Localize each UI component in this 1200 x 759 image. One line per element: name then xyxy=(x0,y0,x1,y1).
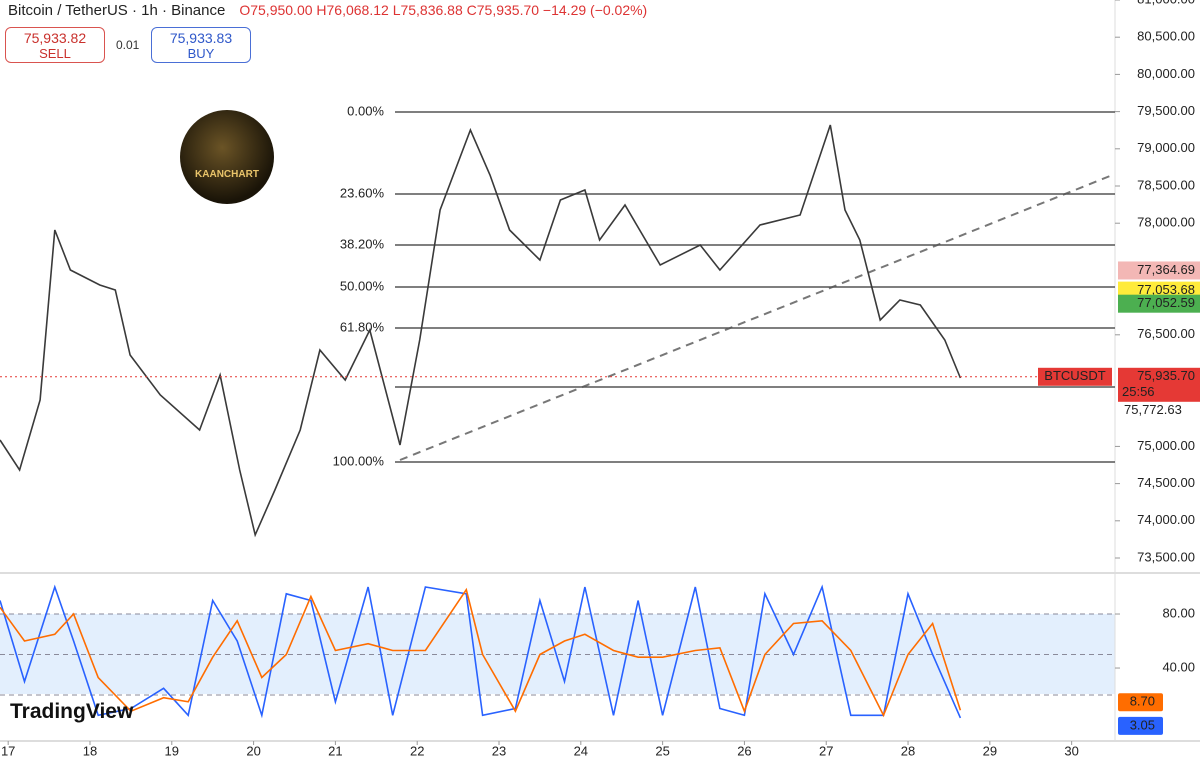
sell-price: 75,933.82 xyxy=(23,30,87,46)
countdown-label: 25:56 xyxy=(1122,384,1155,399)
y-tick-label: 74,000.00 xyxy=(1137,512,1195,527)
x-tick-label: 17 xyxy=(1,743,15,758)
x-tick-label: 28 xyxy=(901,743,915,758)
buy-label: BUY xyxy=(187,46,215,61)
y-tick-label: 80.00 xyxy=(1162,605,1195,620)
series-line xyxy=(0,587,962,718)
x-tick-label: 24 xyxy=(574,743,588,758)
fib-label: 23.60% xyxy=(340,185,385,200)
x-tick-label: 23 xyxy=(492,743,506,758)
x-tick-label: 21 xyxy=(328,743,342,758)
x-tick-label: 29 xyxy=(983,743,997,758)
buy-button[interactable]: 75,933.83 BUY xyxy=(151,27,251,63)
symbol-tag-label: BTCUSDT xyxy=(1044,368,1105,383)
y-tick-label: 73,500.00 xyxy=(1137,549,1195,564)
price-tag-label: 77,364.69 xyxy=(1137,262,1195,277)
last-value-label: 8.70 xyxy=(1130,694,1155,709)
x-tick-label: 30 xyxy=(1064,743,1078,758)
last-value-tag xyxy=(1118,693,1163,712)
y-tick-label: 40.00 xyxy=(1162,659,1195,674)
y-tick-label: 80,000.00 xyxy=(1137,66,1195,81)
last-price-tag xyxy=(1118,367,1200,402)
brand: TradingView xyxy=(10,700,134,723)
last-price-label: 75,935.70 xyxy=(1137,368,1195,383)
y-tick-label: 78,500.00 xyxy=(1137,177,1195,192)
fib-label: 38.20% xyxy=(340,236,385,251)
y-tick-label: 76,500.00 xyxy=(1137,326,1195,341)
sell-button[interactable]: 75,933.82 SELL xyxy=(5,27,105,63)
x-tick-label: 25 xyxy=(655,743,669,758)
ohlc: O75,950.00 H76,068.12 L75,836.88 C75,935… xyxy=(239,2,648,18)
scale-label: 75,772.63 xyxy=(1124,402,1182,417)
fib-label: 0.00% xyxy=(347,103,384,118)
y-tick-label: 81,000.00 xyxy=(1137,0,1195,6)
symbol-tag xyxy=(1038,367,1112,386)
symbol[interactable]: Bitcoin / TetherUS · 1h · Binance xyxy=(8,1,226,19)
y-tick-label: 79,500.00 xyxy=(1137,103,1195,118)
x-tick-label: 27 xyxy=(819,743,833,758)
spread: 0.01 xyxy=(116,38,140,52)
fib-label: 50.00% xyxy=(340,278,385,293)
fib-label: 100.00% xyxy=(333,453,385,468)
x-tick-label: 26 xyxy=(737,743,751,758)
x-tick-label: 22 xyxy=(410,743,424,758)
x-tick-label: 20 xyxy=(246,743,260,758)
y-tick-label: 80,500.00 xyxy=(1137,29,1195,44)
y-tick-label: 75,000.00 xyxy=(1137,438,1195,453)
y-tick-label: 79,000.00 xyxy=(1137,140,1195,155)
series-line xyxy=(0,584,962,719)
header: Bitcoin / TetherUS · 1h · Binance O75,95… xyxy=(8,0,654,20)
y-tick-label: 78,000.00 xyxy=(1137,215,1195,230)
series-line xyxy=(0,124,962,538)
price-tag-label: 77,053.68 xyxy=(1137,282,1195,297)
logo: KAANCHART xyxy=(180,110,274,204)
price-tag xyxy=(1118,261,1200,280)
y-tick-label: 74,500.00 xyxy=(1137,475,1195,490)
trend-line xyxy=(399,173,1116,461)
fib-label: 61.80% xyxy=(340,319,385,334)
sell-label: SELL xyxy=(39,46,71,61)
stoch-band-fill xyxy=(0,614,1115,694)
price-tag-label: 77,052.59 xyxy=(1137,295,1195,310)
last-value-tag xyxy=(1118,716,1163,735)
price-tag xyxy=(1118,294,1200,313)
buy-price: 75,933.83 xyxy=(169,30,233,46)
x-tick-label: 19 xyxy=(165,743,179,758)
x-tick-label: 18 xyxy=(83,743,97,758)
last-value-label: 3.05 xyxy=(1130,717,1155,732)
